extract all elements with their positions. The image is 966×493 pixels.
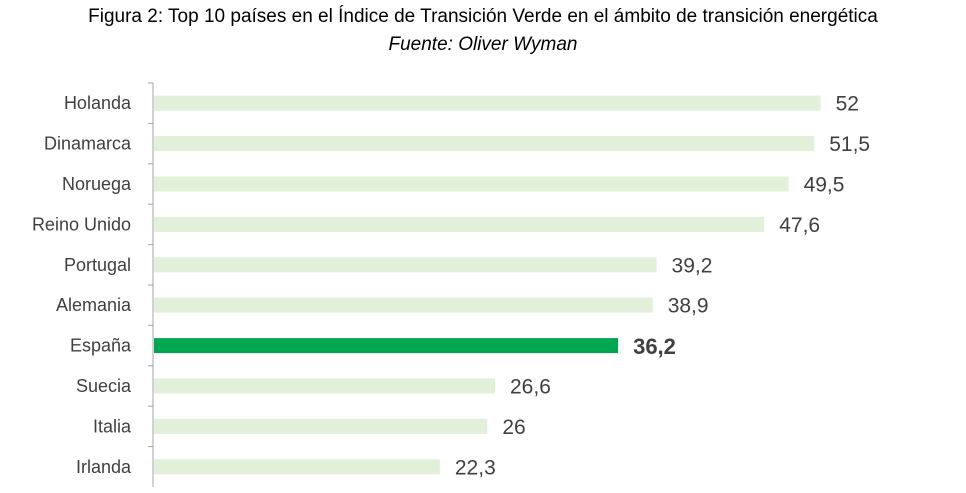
- bar-alemania: [154, 297, 653, 313]
- category-label-noruega: Noruega: [62, 174, 132, 194]
- value-label-noruega: 49,5: [804, 174, 845, 197]
- value-label-reino-unido: 47,6: [779, 214, 820, 237]
- category-label-espana: España: [70, 336, 132, 356]
- bar-reino-unido: [154, 216, 765, 232]
- value-label-espana: 36,2: [633, 334, 676, 359]
- bar-espana: [154, 338, 619, 354]
- value-label-italia: 26: [502, 416, 525, 439]
- value-label-dinamarca: 51,5: [829, 133, 870, 156]
- category-label-irlanda: Irlanda: [76, 457, 132, 477]
- bar-dinamarca: [154, 136, 815, 152]
- value-label-alemania: 38,9: [668, 295, 709, 318]
- category-label-suecia: Suecia: [76, 376, 132, 396]
- bar-suecia: [154, 378, 496, 394]
- value-label-irlanda: 22,3: [455, 456, 496, 479]
- category-label-portugal: Portugal: [64, 255, 131, 275]
- bar-italia: [154, 418, 488, 434]
- category-label-alemania: Alemania: [56, 295, 132, 315]
- value-label-suecia: 26,6: [510, 376, 551, 399]
- category-label-holanda: Holanda: [64, 93, 132, 113]
- value-label-holanda: 52: [836, 93, 859, 116]
- category-label-italia: Italia: [93, 416, 132, 436]
- category-label-dinamarca: Dinamarca: [44, 134, 132, 154]
- category-label-reino-unido: Reino Unido: [32, 214, 131, 234]
- bar-holanda: [154, 95, 821, 111]
- chart-source: Fuente: Oliver Wyman: [388, 34, 578, 55]
- bar-noruega: [154, 176, 789, 192]
- value-label-portugal: 39,2: [672, 254, 713, 277]
- bar-portugal: [154, 257, 657, 273]
- bar-irlanda: [154, 459, 440, 475]
- chart-title: Figura 2: Top 10 países en el Índice de …: [88, 6, 878, 27]
